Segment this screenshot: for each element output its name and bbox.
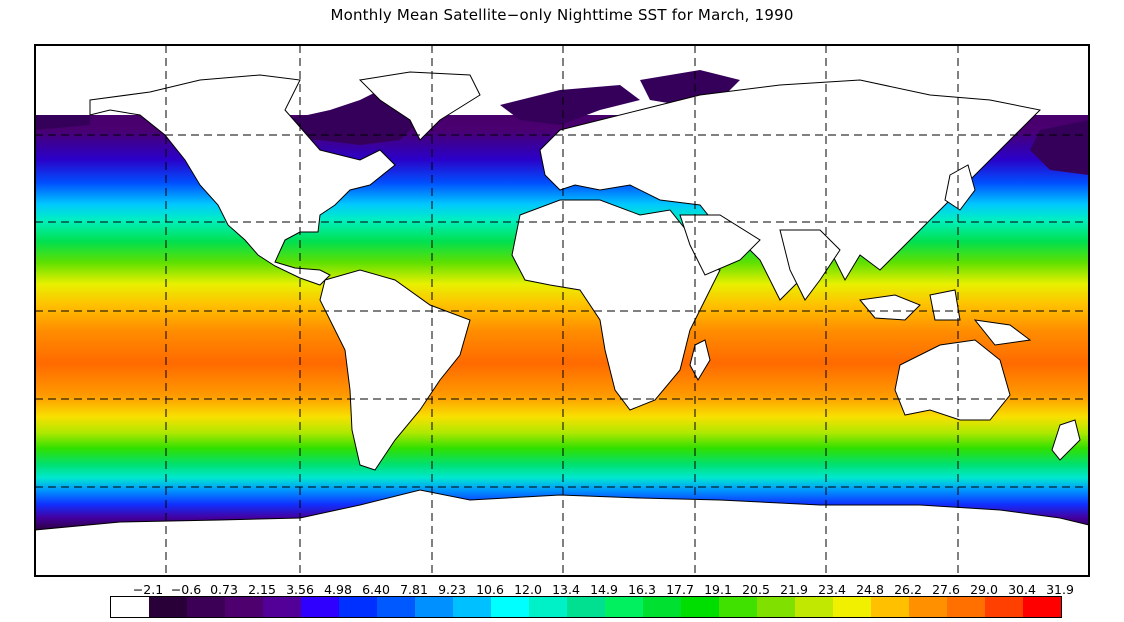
legend-tick-label: 3.56 [286,582,314,597]
legend-swatch [529,597,567,617]
legend-swatch [415,597,453,617]
legend-tick-label: 6.40 [362,582,390,597]
legend-tick-label: 31.9 [1046,582,1074,597]
color-legend [110,596,1062,618]
legend-tick-label: 21.9 [780,582,808,597]
legend-tick-label: 9.23 [438,582,466,597]
japan [944,164,976,211]
africa [511,199,721,411]
legend-tick-label: 19.1 [704,582,732,597]
legend-tick-label: 13.4 [552,582,580,597]
australia [894,339,1011,421]
legend-swatch [681,597,719,617]
legend-swatch [757,597,795,617]
legend-tick-label: 4.98 [324,582,352,597]
legend-tick-label: 2.15 [248,582,276,597]
legend-tick-label: 24.8 [856,582,884,597]
legend-tick-label: 29.0 [970,582,998,597]
legend-tick-label: 7.81 [400,582,428,597]
graticule [35,45,1089,576]
map-frame [34,44,1090,577]
legend-swatch [871,597,909,617]
legend-swatch [719,597,757,617]
map-title: Monthly Mean Satellite−only Nighttime SS… [330,6,794,24]
arabia [679,214,761,276]
legend-swatch [1023,597,1061,617]
new-zealand [1051,419,1081,461]
legend-swatch [225,597,263,617]
legend-swatch [339,597,377,617]
legend-swatch [909,597,947,617]
legend-swatch [605,597,643,617]
legend-swatch [453,597,491,617]
legend-labels: −2.1 −0.6 0.73 2.15 3.56 4.98 6.40 7.81 9.23 10.6… [90,582,1074,597]
legend-swatch [491,597,529,617]
legend-tick-label: 20.5 [742,582,770,597]
legend-tick-label: 27.6 [932,582,960,597]
legend-swatch [377,597,415,617]
legend-tick-label: 10.6 [476,582,504,597]
legend-swatch [643,597,681,617]
legend-tick-label: −2.1 [132,582,164,597]
india [779,229,841,301]
legend-swatch [985,597,1023,617]
legend-tick-label: 12.0 [514,582,542,597]
sst-map [34,44,1090,577]
legend-swatch [263,597,301,617]
legend-swatch [947,597,985,617]
legend-tick-label: 26.2 [894,582,922,597]
legend-tick-label: 17.7 [666,582,694,597]
legend-tick-label: 23.4 [818,582,846,597]
legend-swatch [567,597,605,617]
legend-swatch [187,597,225,617]
legend-tick-label: 16.3 [628,582,656,597]
greenland [358,71,481,141]
legend-swatch [833,597,871,617]
legend-tick-label: 0.73 [210,582,238,597]
arctic-ice [35,70,1089,175]
legend-swatch [111,597,149,617]
legend-swatch [149,597,187,617]
legend-tick-label: 14.9 [590,582,618,597]
legend-swatch [795,597,833,617]
legend-tick-label: 30.4 [1008,582,1036,597]
legend-tick-label: −0.6 [170,582,202,597]
legend-swatch [301,597,339,617]
maritime-se-asia [859,289,1032,346]
